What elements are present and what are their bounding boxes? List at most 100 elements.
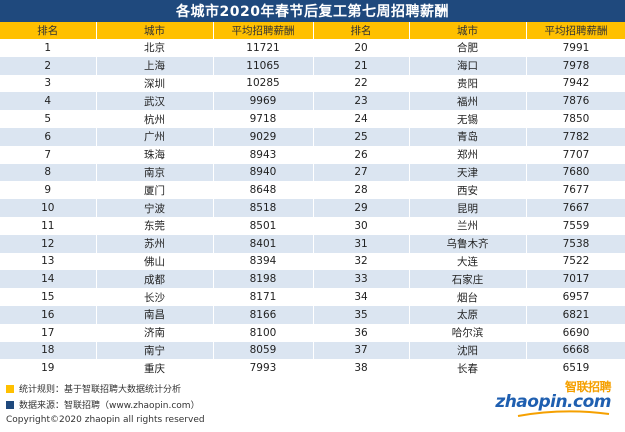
cell-rank-left: 15 [0,288,97,306]
cell-city-left: 深圳 [96,74,214,93]
cell-salary-right: 7978 [526,56,625,75]
cell-salary-left: 8166 [213,305,314,324]
cell-rank-left: 17 [0,323,97,342]
table-row: 13 佛山 8394 32 大连 7522 [0,252,625,271]
cell-salary-left: 8171 [213,288,314,306]
cell-rank-left: 13 [0,252,97,271]
cell-city-right: 无锡 [409,110,527,128]
table-row: 14 成都 8198 33 石家庄 7017 [0,270,625,289]
cell-city-left: 南京 [96,163,214,182]
cell-salary-right: 7707 [526,145,625,164]
table-row: 5 杭州 9718 24 无锡 7850 [0,110,625,128]
cell-city-right: 哈尔滨 [409,323,527,342]
cell-city-left: 重庆 [96,359,214,378]
cell-city-left: 杭州 [96,110,214,128]
cell-rank-left: 14 [0,270,97,289]
cell-salary-left: 8059 [213,341,314,360]
col-header-city-left: 城市 [96,22,214,39]
cell-salary-left: 11721 [213,39,314,57]
footer: 统计规则：基于智联招聘大数据统计分析 数据来源：智联招聘（www.zhaopin… [0,374,625,432]
cell-rank-left: 1 [0,39,97,57]
cell-city-right: 青岛 [409,127,527,146]
cell-rank-right: 36 [313,323,410,342]
cell-salary-right: 7017 [526,270,625,289]
cell-salary-left: 8518 [213,199,314,217]
col-header-rank-left: 排名 [0,22,97,39]
cell-city-right: 昆明 [409,199,527,217]
cell-salary-right: 7680 [526,163,625,182]
cell-city-right: 乌鲁木齐 [409,234,527,253]
cell-city-left: 济南 [96,323,214,342]
cell-salary-right: 7850 [526,110,625,128]
cell-rank-right: 28 [313,181,410,200]
cell-city-left: 武汉 [96,92,214,111]
cell-rank-left: 6 [0,127,97,146]
cell-salary-right: 7991 [526,39,625,57]
cell-city-right: 太原 [409,305,527,324]
cell-rank-right: 29 [313,199,410,217]
legend-source: 数据来源：智联招聘（www.zhaopin.com） [6,398,200,411]
cell-city-left: 苏州 [96,234,214,253]
cell-rank-right: 26 [313,145,410,164]
cell-city-right: 海口 [409,56,527,75]
cell-city-right: 烟台 [409,288,527,306]
cell-salary-left: 9029 [213,127,314,146]
table-row: 10 宁波 8518 29 昆明 7667 [0,199,625,217]
zhaopin-logo: 智联招聘 zhaopin.com [495,378,612,418]
cell-city-right: 郑州 [409,145,527,164]
cell-city-right: 福州 [409,92,527,111]
copyright-text: Copyright©2020 zhaopin all rights reserv… [6,415,205,425]
logo-en-text: zhaopin.com [495,392,611,412]
cell-rank-right: 24 [313,110,410,128]
cell-salary-right: 7677 [526,181,625,200]
cell-salary-right: 6957 [526,288,625,306]
cell-rank-right: 37 [313,341,410,360]
cell-city-left: 成都 [96,270,214,289]
cell-salary-right: 7876 [526,92,625,111]
cell-rank-left: 7 [0,145,97,164]
cell-salary-left: 8100 [213,323,314,342]
cell-salary-left: 8943 [213,145,314,164]
table-row: 1 北京 11721 20 合肥 7991 [0,39,625,57]
table-row: 6 广州 9029 25 青岛 7782 [0,127,625,146]
table-row: 15 长沙 8171 34 烟台 6957 [0,288,625,306]
cell-rank-left: 16 [0,305,97,324]
cell-city-right: 沈阳 [409,341,527,360]
cell-city-right: 兰州 [409,216,527,235]
cell-city-right: 石家庄 [409,270,527,289]
cell-salary-right: 7782 [526,127,625,146]
cell-city-left: 宁波 [96,199,214,217]
cell-rank-right: 23 [313,92,410,111]
cell-rank-left: 18 [0,341,97,360]
cell-rank-right: 25 [313,127,410,146]
cell-rank-right: 22 [313,74,410,93]
table-row: 4 武汉 9969 23 福州 7876 [0,92,625,111]
table-row: 19 重庆 7993 38 长春 6519 [0,359,625,378]
cell-rank-left: 2 [0,56,97,75]
cell-city-right: 合肥 [409,39,527,57]
cell-city-left: 南昌 [96,305,214,324]
cell-city-right: 贵阳 [409,74,527,93]
rule-text: 统计规则：基于智联招聘大数据统计分析 [19,385,182,395]
table-row: 11 东莞 8501 30 兰州 7559 [0,216,625,235]
col-header-salary-right: 平均招聘薪酬 [526,22,625,39]
cell-salary-left: 9718 [213,110,314,128]
cell-city-left: 北京 [96,39,214,57]
cell-salary-right: 6690 [526,323,625,342]
table-body: 1 北京 11721 20 合肥 7991 2 上海 11065 21 海口 7978 3 深圳 10285… [0,39,625,378]
page-title: 各城市2020年春节后复工第七周招聘薪酬 [0,0,625,22]
table-row: 3 深圳 10285 22 贵阳 7942 [0,74,625,93]
cell-salary-right: 7522 [526,252,625,271]
yellow-square-icon [6,384,14,393]
cell-salary-right: 7667 [526,199,625,217]
cell-rank-right: 32 [313,252,410,271]
table-row: 8 南京 8940 27 天津 7680 [0,163,625,182]
cell-city-left: 东莞 [96,216,214,235]
cell-salary-right: 6668 [526,341,625,360]
cell-city-right: 天津 [409,163,527,182]
cell-rank-left: 3 [0,74,97,93]
cell-city-right: 大连 [409,252,527,271]
blue-square-icon [6,400,14,409]
cell-rank-right: 21 [313,56,410,75]
